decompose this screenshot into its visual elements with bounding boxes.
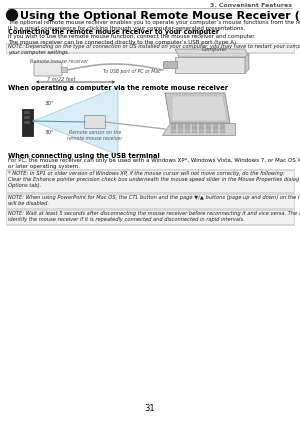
Text: When connecting using the USB terminal: When connecting using the USB terminal [8,153,160,159]
FancyBboxPatch shape [171,127,176,130]
Text: * NOTE: In SP1 or older version of Windows XP, if the mouse cursor will not move: * NOTE: In SP1 or older version of Windo… [8,170,300,188]
Text: Using the Optional Remote Mouse Receiver (NP01MR): Using the Optional Remote Mouse Receiver… [20,11,300,21]
FancyBboxPatch shape [178,127,183,130]
FancyBboxPatch shape [206,127,211,130]
FancyBboxPatch shape [185,127,190,130]
FancyBboxPatch shape [199,131,204,133]
Text: NOTE: Depending on the type of connection or OS installed on your computer, you : NOTE: Depending on the type of connectio… [8,44,300,55]
FancyBboxPatch shape [178,131,183,133]
Text: 30°: 30° [45,101,55,105]
FancyBboxPatch shape [213,124,218,126]
FancyBboxPatch shape [220,131,225,133]
FancyBboxPatch shape [178,124,183,126]
Text: When operating a computer via the remote mouse receiver: When operating a computer via the remote… [8,85,228,91]
FancyBboxPatch shape [175,57,245,73]
FancyBboxPatch shape [199,124,204,126]
FancyBboxPatch shape [6,210,294,224]
FancyBboxPatch shape [220,127,225,130]
FancyBboxPatch shape [24,121,30,124]
FancyBboxPatch shape [206,124,211,126]
FancyBboxPatch shape [6,170,294,192]
Text: To USB port of PC or Mac: To USB port of PC or Mac [103,69,161,74]
FancyBboxPatch shape [199,127,204,130]
FancyBboxPatch shape [206,131,211,133]
FancyBboxPatch shape [61,67,67,72]
Text: Remote mouse receiver: Remote mouse receiver [30,59,88,64]
Polygon shape [245,53,249,73]
FancyBboxPatch shape [192,131,197,133]
Text: NOTE: When using PowerPoint for Mac OS, the CTL button and the page ▼/▲ buttons : NOTE: When using PowerPoint for Mac OS, … [8,195,300,206]
Text: 7 m/22 feet: 7 m/22 feet [47,76,75,81]
Polygon shape [165,93,230,123]
Text: The optional remote mouse receiver enables you to operate your computer’s mouse : The optional remote mouse receiver enabl… [8,20,300,31]
FancyBboxPatch shape [171,131,176,133]
Polygon shape [172,96,227,121]
FancyBboxPatch shape [171,124,176,126]
FancyBboxPatch shape [163,61,177,68]
Polygon shape [162,123,235,135]
FancyBboxPatch shape [85,115,106,129]
FancyBboxPatch shape [192,127,197,130]
FancyBboxPatch shape [213,131,218,133]
Text: Connecting the remote mouse receiver to your computer: Connecting the remote mouse receiver to … [8,29,219,35]
Text: NOTE: Wait at least 5 seconds after disconnecting the mouse receiver before reco: NOTE: Wait at least 5 seconds after disc… [8,211,300,222]
Circle shape [7,9,17,20]
FancyBboxPatch shape [6,194,294,208]
FancyBboxPatch shape [185,124,190,126]
FancyBboxPatch shape [6,43,294,52]
Polygon shape [175,49,249,57]
FancyBboxPatch shape [24,111,30,114]
Text: ➅: ➅ [8,11,16,19]
FancyBboxPatch shape [220,124,225,126]
Text: Remote sensor on the
remote mouse receiver: Remote sensor on the remote mouse receiv… [67,130,123,141]
Text: Computer: Computer [202,47,228,52]
FancyBboxPatch shape [192,124,197,126]
FancyBboxPatch shape [24,116,30,119]
FancyBboxPatch shape [34,62,62,76]
FancyBboxPatch shape [185,131,190,133]
Text: For PC, the mouse receiver can only be used with a Windows XP*, Windows Vista, W: For PC, the mouse receiver can only be u… [8,158,300,169]
Polygon shape [33,87,118,155]
FancyBboxPatch shape [22,109,32,135]
FancyBboxPatch shape [213,127,218,130]
Text: 30°: 30° [45,129,55,135]
Text: 31: 31 [145,404,155,413]
Text: If you wish to use the remote mouse function, connect the mouse receiver and com: If you wish to use the remote mouse func… [8,34,256,45]
Text: 3. Convenient Features: 3. Convenient Features [210,3,292,8]
